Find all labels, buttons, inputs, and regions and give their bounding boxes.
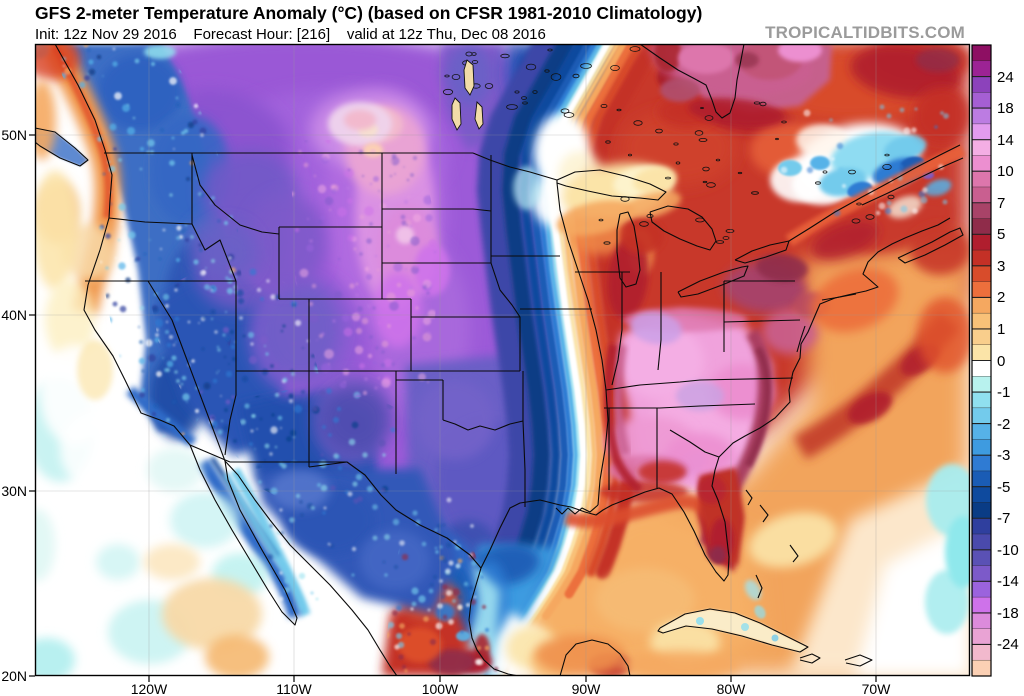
svg-text:0: 0: [997, 353, 1005, 370]
svg-text:-5: -5: [997, 479, 1010, 496]
svg-text:-1: -1: [997, 384, 1010, 401]
svg-text:30N: 30N: [1, 483, 27, 499]
svg-text:5: 5: [997, 226, 1005, 243]
svg-text:3: 3: [997, 258, 1005, 275]
svg-text:70W: 70W: [862, 681, 892, 696]
svg-text:14: 14: [997, 132, 1014, 149]
svg-text:50N: 50N: [1, 127, 27, 143]
svg-text:10: 10: [997, 163, 1014, 180]
svg-text:120W: 120W: [131, 681, 168, 696]
svg-text:100W: 100W: [422, 681, 459, 696]
svg-text:-24: -24: [997, 636, 1019, 653]
svg-text:-7: -7: [997, 510, 1010, 527]
svg-text:90W: 90W: [572, 681, 602, 696]
svg-text:-18: -18: [997, 605, 1019, 622]
svg-text:7: 7: [997, 195, 1005, 212]
svg-text:2: 2: [997, 289, 1005, 306]
svg-text:-2: -2: [997, 416, 1010, 433]
svg-text:80W: 80W: [717, 681, 747, 696]
svg-text:-3: -3: [997, 447, 1010, 464]
svg-text:18: 18: [997, 100, 1014, 117]
svg-text:-10: -10: [997, 542, 1019, 559]
svg-text:-14: -14: [997, 573, 1019, 590]
svg-text:20N: 20N: [1, 668, 27, 684]
svg-text:24: 24: [997, 69, 1014, 86]
svg-text:40N: 40N: [1, 307, 27, 323]
svg-text:110W: 110W: [276, 681, 312, 696]
svg-text:1: 1: [997, 321, 1005, 338]
